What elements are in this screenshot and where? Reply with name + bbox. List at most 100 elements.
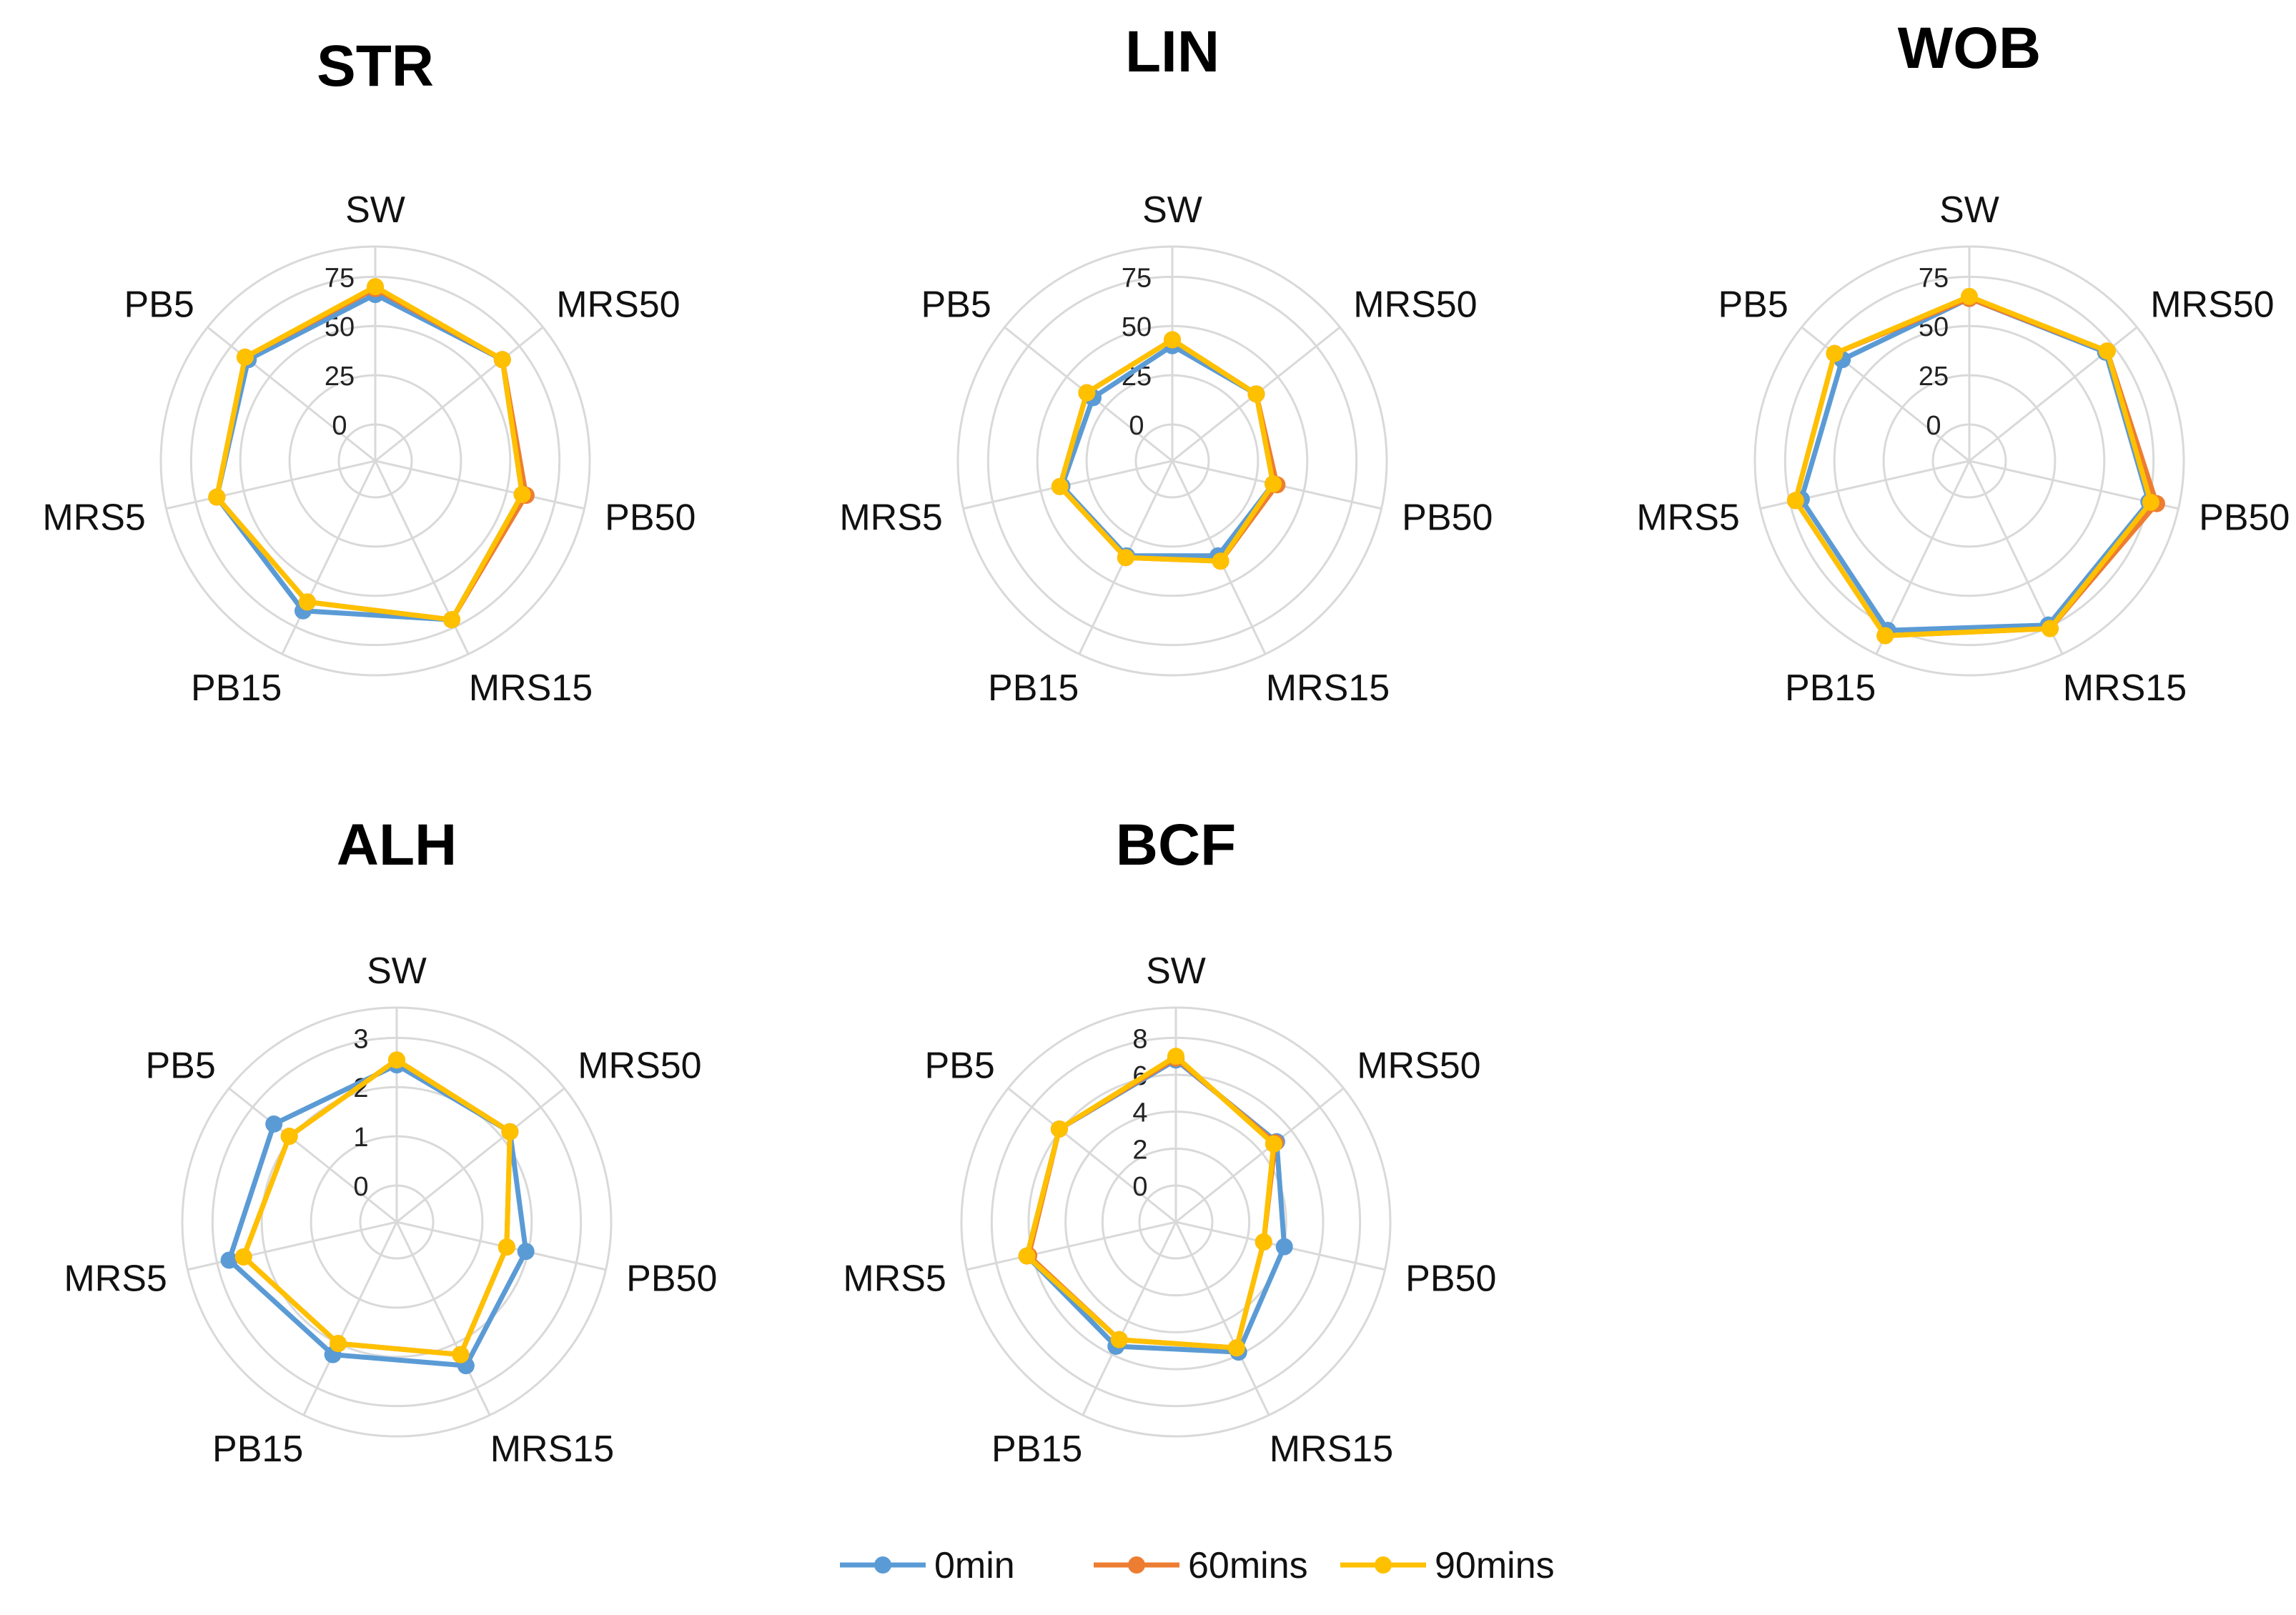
spoke-pb50 (375, 459, 585, 510)
data-point-90mins-mrs5 (1018, 1247, 1036, 1265)
axis-label-mrs15: MRS15 (469, 667, 593, 709)
spoke-mrs5 (166, 459, 376, 510)
data-point-90mins-mrs5 (1051, 477, 1069, 495)
tick-label: 75 (1122, 263, 1152, 293)
data-point-90mins-pb50 (1255, 1233, 1272, 1251)
axis-label-pb50: PB50 (1405, 1258, 1496, 1299)
axis-label-mrs50: MRS50 (1353, 284, 1477, 326)
data-point-90mins-pb15 (1876, 627, 1894, 645)
axis-label-pb50: PB50 (605, 497, 696, 538)
data-point-90mins-pb5 (236, 348, 254, 366)
series-0min (220, 1056, 535, 1375)
data-point-90mins-pb5 (1078, 384, 1096, 402)
chart-title: LIN (1125, 19, 1219, 84)
spoke-mrs50 (1175, 1087, 1345, 1223)
spoke-mrs15 (395, 1221, 491, 1416)
tick-label: 0 (1926, 411, 1941, 441)
chart-title: WOB (1898, 16, 2041, 81)
axis-label-pb50: PB50 (2199, 497, 2290, 538)
series-90mins (1786, 287, 2159, 645)
data-point-90mins-pb15 (298, 593, 316, 611)
axis-label-mrs15: MRS15 (1266, 667, 1390, 709)
radar-charts: STR0255075SWMRS50PB50MRS15PB15MRS5PB5LIN… (42, 16, 2290, 1470)
tick-label: 0 (332, 411, 347, 441)
legend-item-0min: 0min (840, 1545, 1015, 1586)
data-point-90mins-mrs5 (234, 1248, 252, 1266)
legend-label: 0min (934, 1545, 1015, 1586)
data-point-90mins-mrs50 (1247, 385, 1265, 403)
axis-label-pb15: PB15 (191, 667, 282, 709)
series-90mins (1051, 331, 1282, 570)
data-point-90mins-sw (1961, 287, 1978, 305)
data-point-90mins-pb15 (1110, 1331, 1128, 1348)
data-point-90mins-pb50 (1265, 475, 1282, 493)
data-point-90mins-sw (1167, 1048, 1184, 1065)
spoke-mrs5 (966, 1221, 1177, 1271)
axis-label-pb15: PB15 (988, 667, 1079, 709)
spoke-mrs50 (375, 326, 544, 462)
tick-label: 0 (353, 1172, 368, 1202)
spoke-pb5 (228, 1087, 397, 1223)
tick-label: 3 (353, 1024, 368, 1054)
data-point-90mins-pb15 (1117, 549, 1134, 567)
legend-marker (874, 1556, 891, 1574)
data-point-90mins-pb50 (513, 485, 531, 503)
tick-label: 75 (325, 263, 355, 293)
data-point-0min-mrs5 (220, 1251, 238, 1269)
series-line-90mins (1024, 1053, 1277, 1351)
series-90mins (208, 278, 531, 629)
spoke-pb5 (207, 326, 376, 462)
data-point-0min-pb5 (265, 1115, 283, 1133)
tick-label: 75 (1919, 263, 1949, 293)
data-point-90mins-sw (1164, 331, 1181, 349)
series-line-90mins (241, 1057, 513, 1358)
axis-label-sw: SW (1939, 189, 1999, 231)
legend-marker (1128, 1556, 1145, 1574)
tick-label: 50 (1122, 312, 1152, 342)
data-point-90mins-mrs50 (493, 351, 511, 369)
legend-item-60mins: 60mins (1094, 1545, 1308, 1586)
data-point-90mins-mrs5 (208, 488, 226, 506)
data-point-0min-pb50 (517, 1243, 535, 1261)
spoke-mrs50 (396, 1087, 565, 1223)
legend-label: 90mins (1435, 1545, 1555, 1586)
series-60mins (208, 279, 535, 629)
spoke-mrs15 (1174, 1221, 1270, 1416)
axis-label-pb15: PB15 (991, 1428, 1082, 1470)
spoke-pb15 (1875, 460, 1971, 655)
spoke-mrs5 (187, 1221, 397, 1271)
axis-label-mrs5: MRS5 (843, 1258, 946, 1299)
axis-label-mrs50: MRS50 (578, 1045, 701, 1087)
data-point-90mins-mrs15 (1227, 1339, 1245, 1357)
axis-label-mrs5: MRS5 (1636, 497, 1739, 538)
data-point-90mins-mrs50 (2098, 342, 2116, 360)
axis-label-pb5: PB5 (1718, 284, 1788, 326)
axis-label-mrs15: MRS15 (1270, 1428, 1393, 1470)
spoke-pb5 (1007, 1087, 1177, 1223)
data-point-90mins-mrs50 (1265, 1135, 1282, 1153)
legend: 0min 60mins 90mins (840, 1545, 1555, 1586)
axis-label-sw: SW (367, 950, 427, 992)
axis-label-pb5: PB5 (145, 1045, 215, 1087)
axis-label-pb50: PB50 (626, 1258, 717, 1299)
axis-label-pb15: PB15 (212, 1428, 303, 1470)
axis-label-mrs50: MRS50 (1357, 1045, 1480, 1087)
spoke-pb15 (1082, 1221, 1177, 1416)
data-point-90mins-mrs5 (1786, 492, 1804, 510)
series-line-90mins (1057, 337, 1276, 564)
data-point-0min-pb50 (1275, 1238, 1293, 1256)
chart-title: STR (317, 34, 434, 99)
tick-label: 1 (353, 1123, 368, 1153)
data-point-90mins-mrs50 (501, 1123, 519, 1141)
tick-label: 0 (1129, 411, 1144, 441)
axis-label-mrs5: MRS5 (64, 1258, 167, 1299)
series-90mins (234, 1051, 519, 1363)
spoke-pb15 (281, 460, 377, 655)
data-point-90mins-pb5 (280, 1128, 298, 1146)
axis-label-sw: SW (345, 189, 405, 231)
axis-label-pb50: PB50 (1402, 497, 1493, 538)
series-line-90mins (1793, 294, 2154, 639)
